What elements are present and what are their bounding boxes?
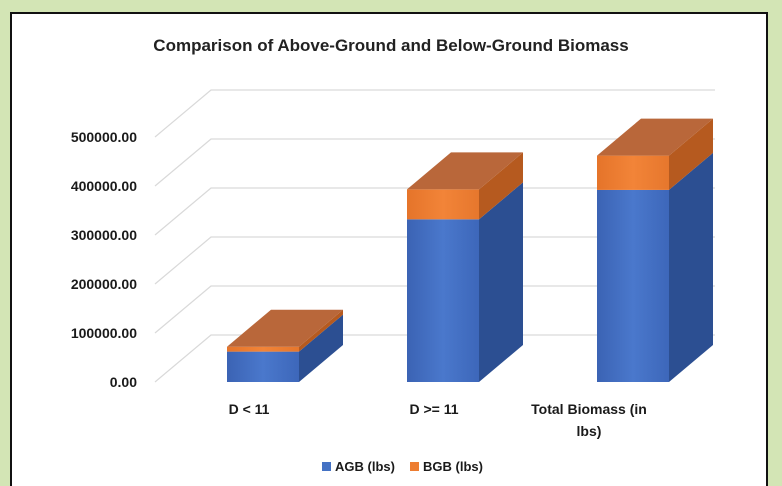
gridlines	[154, 89, 715, 383]
bar-bgb	[407, 189, 479, 220]
bar-agb-side	[669, 152, 713, 382]
y-tick-label: 200000.00	[71, 276, 137, 292]
chart-title: Comparison of Above-Ground and Below-Gro…	[153, 36, 628, 55]
gridline	[154, 89, 715, 138]
bar-bgb-top	[407, 152, 523, 190]
legend: AGB (lbs) BGB (lbs)	[322, 459, 483, 474]
gridline	[154, 236, 715, 285]
bar-bgb	[227, 346, 299, 352]
legend-label: BGB (lbs)	[423, 459, 483, 474]
y-tick-label: 0.00	[110, 374, 137, 390]
y-tick-label: 500000.00	[71, 129, 137, 145]
bar-bgb	[597, 155, 669, 190]
legend-label: AGB (lbs)	[335, 459, 395, 474]
y-axis-ticks: 0.00 100000.00 200000.00 300000.00 400000.00…	[71, 129, 137, 390]
y-tick-label: 100000.00	[71, 325, 137, 341]
bar-agb	[597, 189, 669, 382]
y-tick-label: 400000.00	[71, 178, 137, 194]
bar-agb-side	[479, 182, 523, 382]
gridline	[154, 285, 715, 334]
x-tick-label: Total Biomass (in	[531, 401, 647, 417]
bars	[227, 118, 713, 382]
gridline	[154, 187, 715, 236]
bar-bgb-side	[479, 152, 523, 220]
x-tick-label: D < 11	[229, 401, 270, 417]
legend-swatch	[410, 462, 419, 471]
bar-bgb-top	[227, 309, 343, 347]
x-tick-label: D >= 11	[409, 401, 458, 417]
x-tick-label: lbs)	[577, 423, 602, 439]
gridline	[154, 138, 715, 187]
bar-bgb-side	[669, 118, 713, 190]
bar-agb-side	[299, 314, 343, 382]
x-axis-ticks: D < 11 D >= 11 Total Biomass (in lbs)	[229, 401, 647, 439]
y-tick-label: 300000.00	[71, 227, 137, 243]
bar-agb	[407, 219, 479, 382]
legend-swatch	[322, 462, 331, 471]
bar-bgb-side	[299, 309, 343, 352]
bar-bgb-top	[597, 118, 713, 156]
gridline	[154, 334, 715, 383]
bar-agb	[227, 351, 299, 382]
